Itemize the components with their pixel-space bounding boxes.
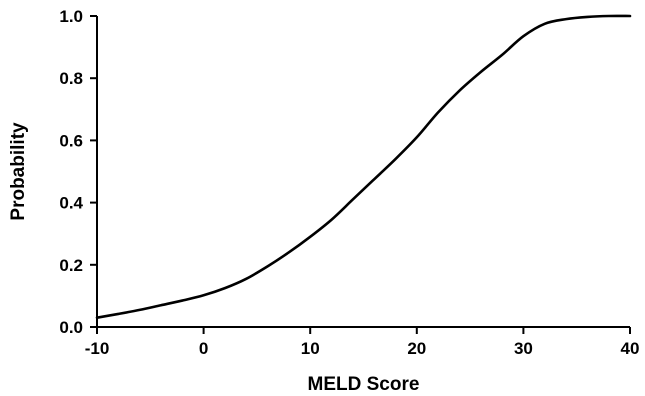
y-tick-label: 1.0: [59, 7, 83, 26]
y-tick-label: 0.6: [59, 131, 83, 150]
series-layer: [95, 14, 632, 319]
y-axis-ticks: 0.0 0.2 0.4 0.6 0.8 1.0: [59, 7, 97, 337]
y-tick-label: 0.2: [59, 256, 83, 275]
x-tick-label: 0: [199, 339, 208, 358]
x-axis-title: MELD Score: [308, 374, 420, 395]
x-tick-label: 10: [301, 339, 320, 358]
x-tick-label: 30: [514, 339, 533, 358]
y-tick-label: 0.0: [59, 318, 83, 337]
x-axis-ticks: -10 0 10 20 30 40: [85, 327, 640, 358]
y-tick-label: 0.8: [59, 69, 83, 88]
x-tick-label: 40: [621, 339, 640, 358]
x-tick-label: -10: [85, 339, 110, 358]
y-tick-label: 0.4: [59, 194, 83, 213]
x-tick-label: 20: [407, 339, 426, 358]
probability-curve: [95, 14, 632, 319]
y-axis-title: Probability: [8, 122, 29, 221]
